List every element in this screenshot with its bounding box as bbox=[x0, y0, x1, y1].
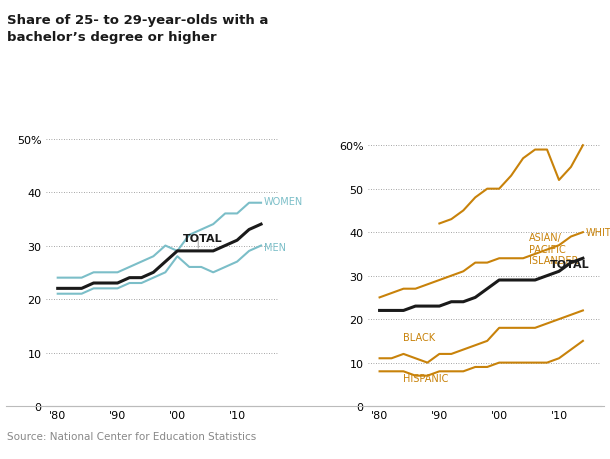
Text: HISPANIC: HISPANIC bbox=[403, 373, 449, 383]
Text: WOMEN: WOMEN bbox=[264, 197, 303, 207]
Text: TOTAL: TOTAL bbox=[550, 259, 590, 269]
Text: MEN: MEN bbox=[264, 243, 286, 252]
Text: WHITE: WHITE bbox=[586, 228, 610, 238]
Text: BLACK: BLACK bbox=[403, 332, 436, 342]
Text: TOTAL: TOTAL bbox=[183, 233, 223, 243]
Text: Source: National Center for Education Statistics: Source: National Center for Education St… bbox=[7, 431, 257, 441]
Text: Share of 25- to 29-year-olds with a
bachelor’s degree or higher: Share of 25- to 29-year-olds with a bach… bbox=[7, 14, 268, 44]
Text: ASIAN/
PACIFIC
ISLANDER: ASIAN/ PACIFIC ISLANDER bbox=[529, 233, 578, 266]
